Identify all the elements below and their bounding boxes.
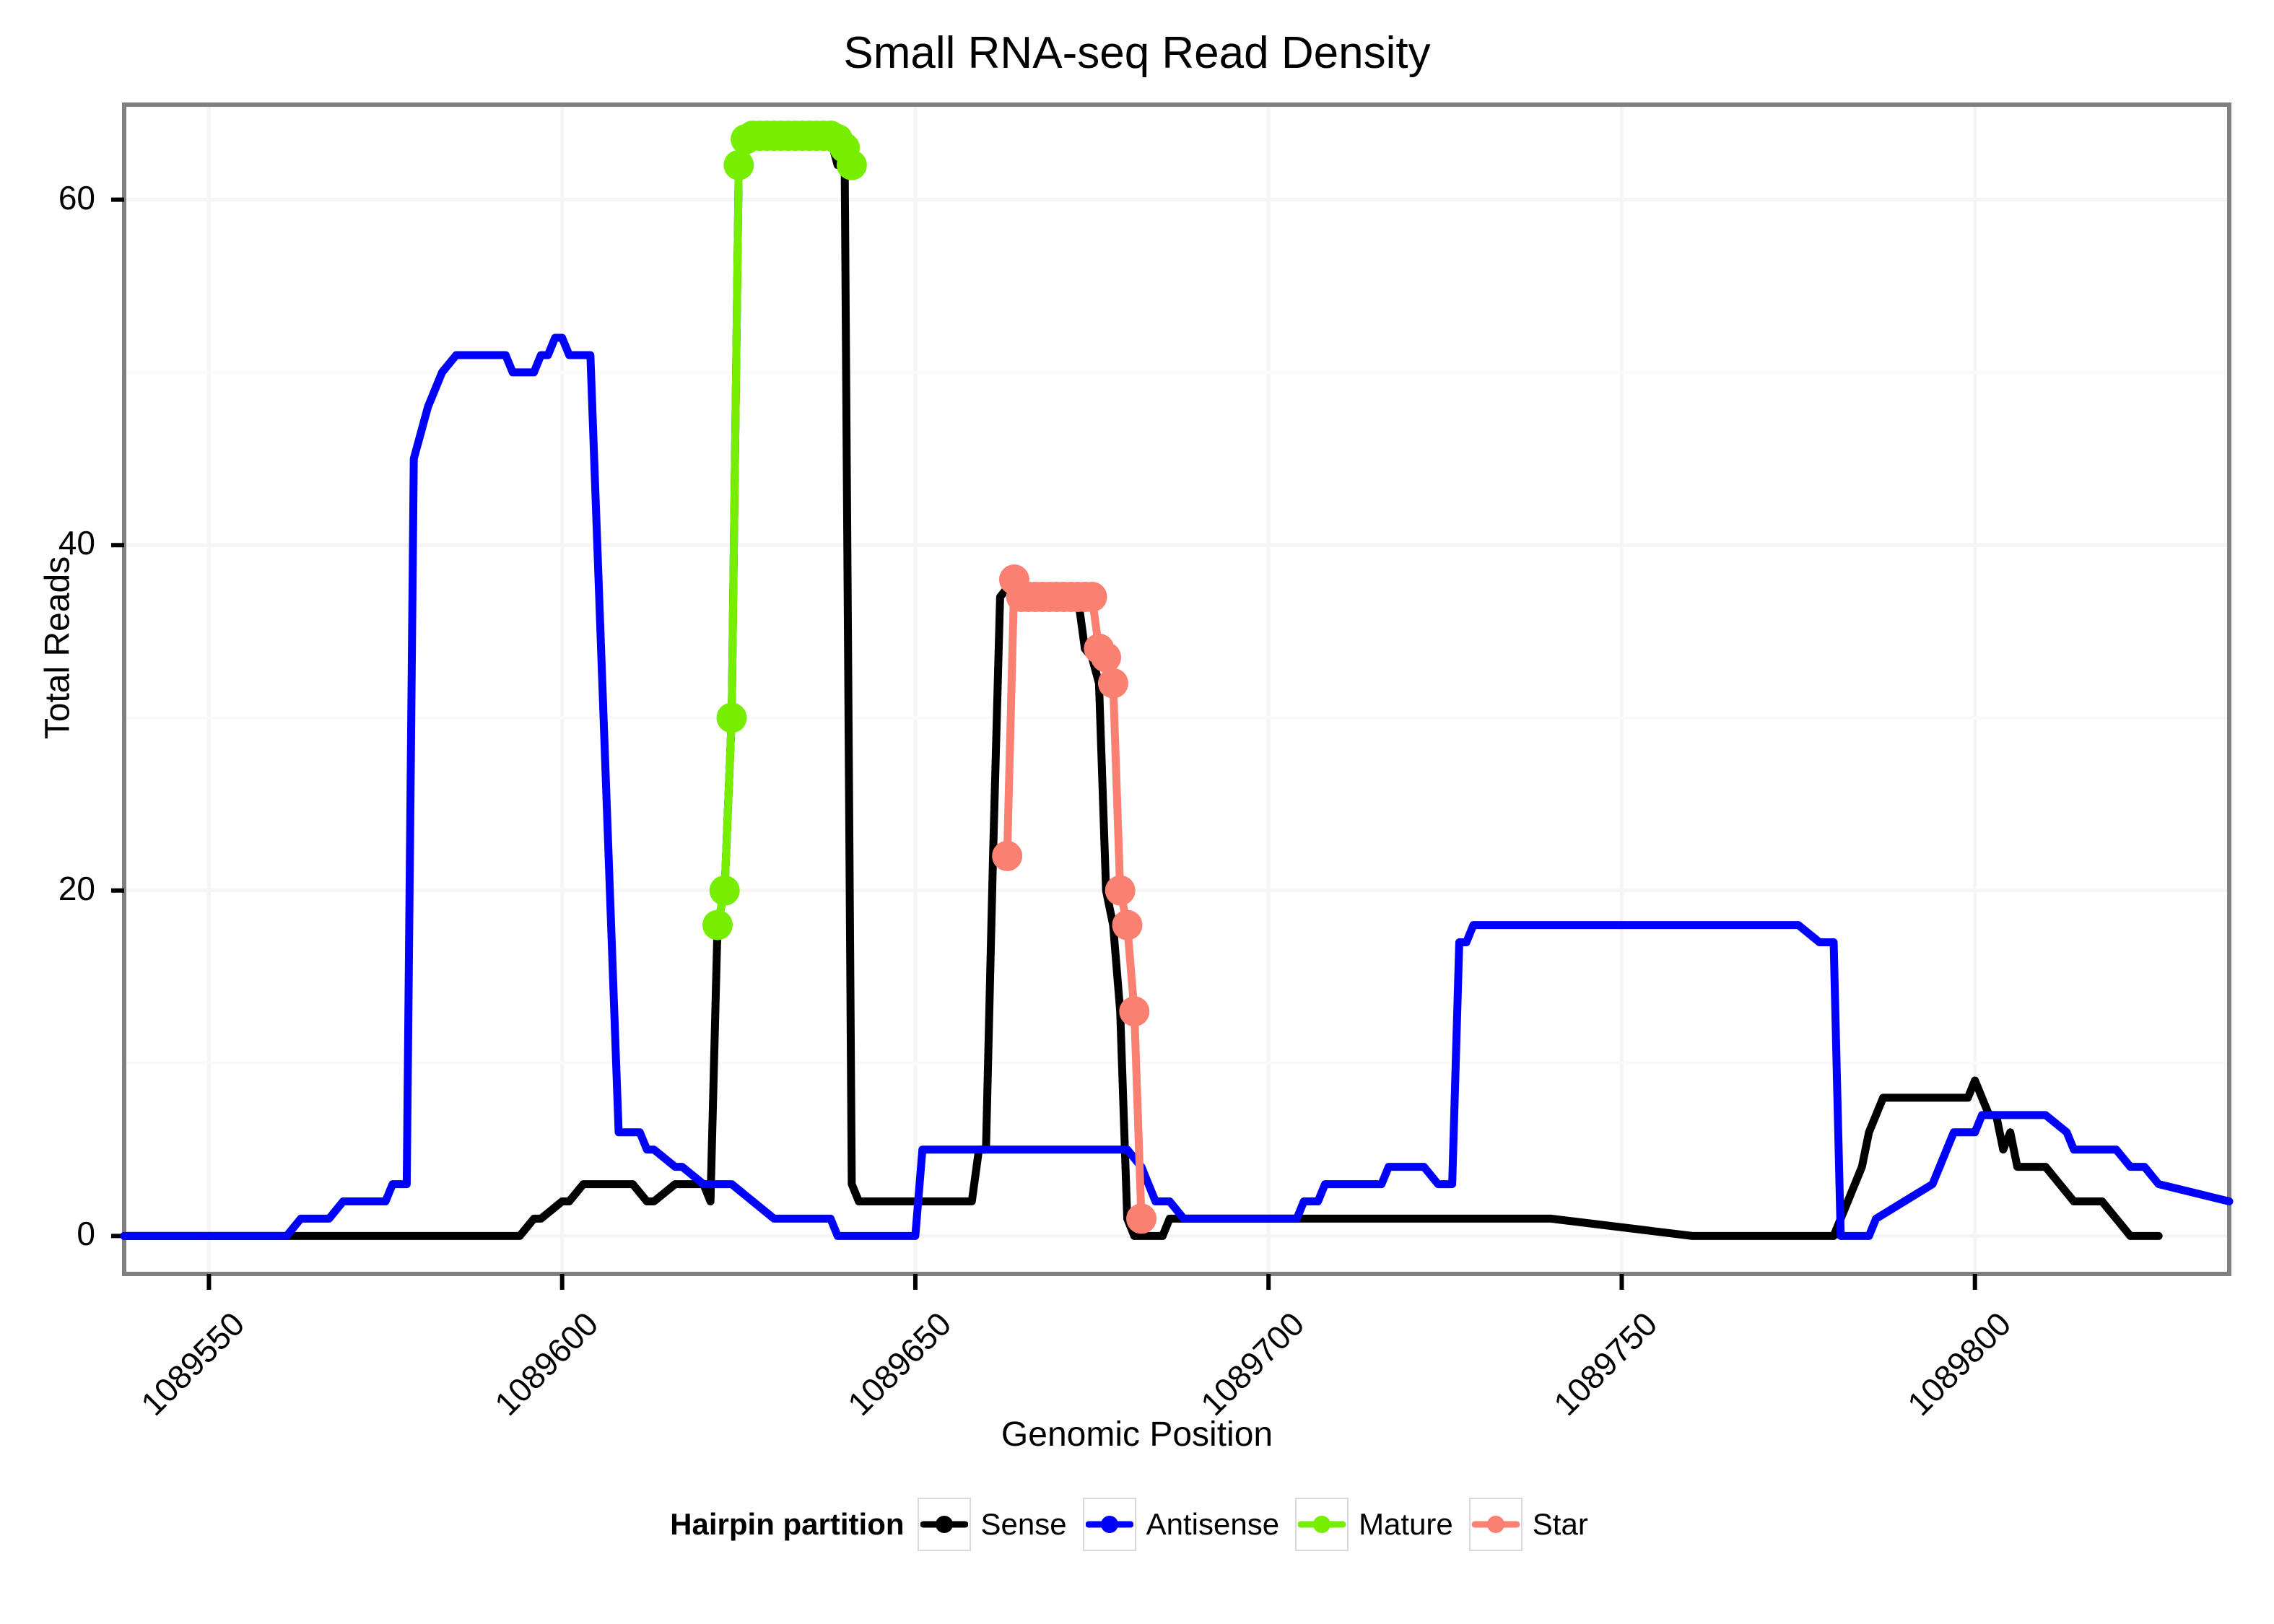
- data-point-marker: [1126, 1203, 1157, 1234]
- y-tick-label: 0: [77, 1215, 95, 1253]
- series-points-mature: [702, 121, 867, 940]
- legend-point: [1486, 1516, 1504, 1533]
- y-tick-label: 40: [58, 524, 95, 562]
- chart-legend: Hairpin partition Sense Antisense Mature St…: [0, 1498, 2274, 1551]
- legend-entry-mature[interactable]: Mature: [1295, 1498, 1469, 1551]
- data-point-marker: [1105, 875, 1136, 906]
- legend-label: Antisense: [1146, 1507, 1280, 1541]
- legend-line-point-icon: [1471, 1516, 1520, 1533]
- data-point-marker: [709, 875, 740, 906]
- legend-entry-sense[interactable]: Sense: [917, 1498, 1083, 1551]
- series-line-antisense: [120, 333, 2234, 1240]
- legend-key-swatch: [1295, 1498, 1349, 1551]
- data-series-layer: [120, 121, 2234, 1240]
- legend-key-swatch: [1082, 1498, 1136, 1551]
- data-point-marker: [1119, 996, 1150, 1027]
- legend-point: [935, 1516, 953, 1533]
- chart-title: Small RNA-seq Read Density: [843, 28, 1431, 78]
- legend-title: Hairpin partition: [670, 1507, 905, 1541]
- series-line-sense: [120, 135, 2163, 1240]
- legend-point: [1100, 1516, 1118, 1533]
- legend-label: Mature: [1359, 1507, 1453, 1541]
- legend-entry-antisense[interactable]: Antisense: [1082, 1498, 1295, 1551]
- legend-line-point-icon: [1085, 1516, 1133, 1533]
- y-tick-label: 20: [58, 869, 95, 907]
- legend-label: Star: [1532, 1507, 1588, 1541]
- data-point-marker: [702, 909, 733, 940]
- series-connector: [713, 131, 856, 930]
- legend-key-swatch: [917, 1498, 971, 1551]
- series-points-star: [992, 564, 1157, 1234]
- data-point-marker: [716, 702, 747, 733]
- legend-line-point-icon: [920, 1516, 968, 1533]
- x-axis-title: Genomic Position: [1001, 1415, 1273, 1454]
- data-point-marker: [723, 149, 754, 180]
- data-point-marker: [836, 149, 867, 180]
- panel-border: [122, 102, 2231, 1276]
- legend-label: Sense: [980, 1507, 1067, 1541]
- data-point-marker: [1076, 581, 1107, 612]
- axis-ticks-layer: [111, 197, 1977, 1290]
- data-point-marker: [1112, 909, 1143, 940]
- data-point-marker: [1091, 642, 1122, 673]
- data-point-marker: [1097, 668, 1128, 699]
- legend-entry-star[interactable]: Star: [1468, 1498, 1604, 1551]
- legend-line-point-icon: [1298, 1516, 1346, 1533]
- legend-point: [1313, 1516, 1331, 1533]
- data-point-marker: [992, 840, 1023, 871]
- y-tick-label: 60: [58, 178, 95, 217]
- legend-entries: Sense Antisense Mature Star: [917, 1498, 1604, 1551]
- legend-key-swatch: [1468, 1498, 1522, 1551]
